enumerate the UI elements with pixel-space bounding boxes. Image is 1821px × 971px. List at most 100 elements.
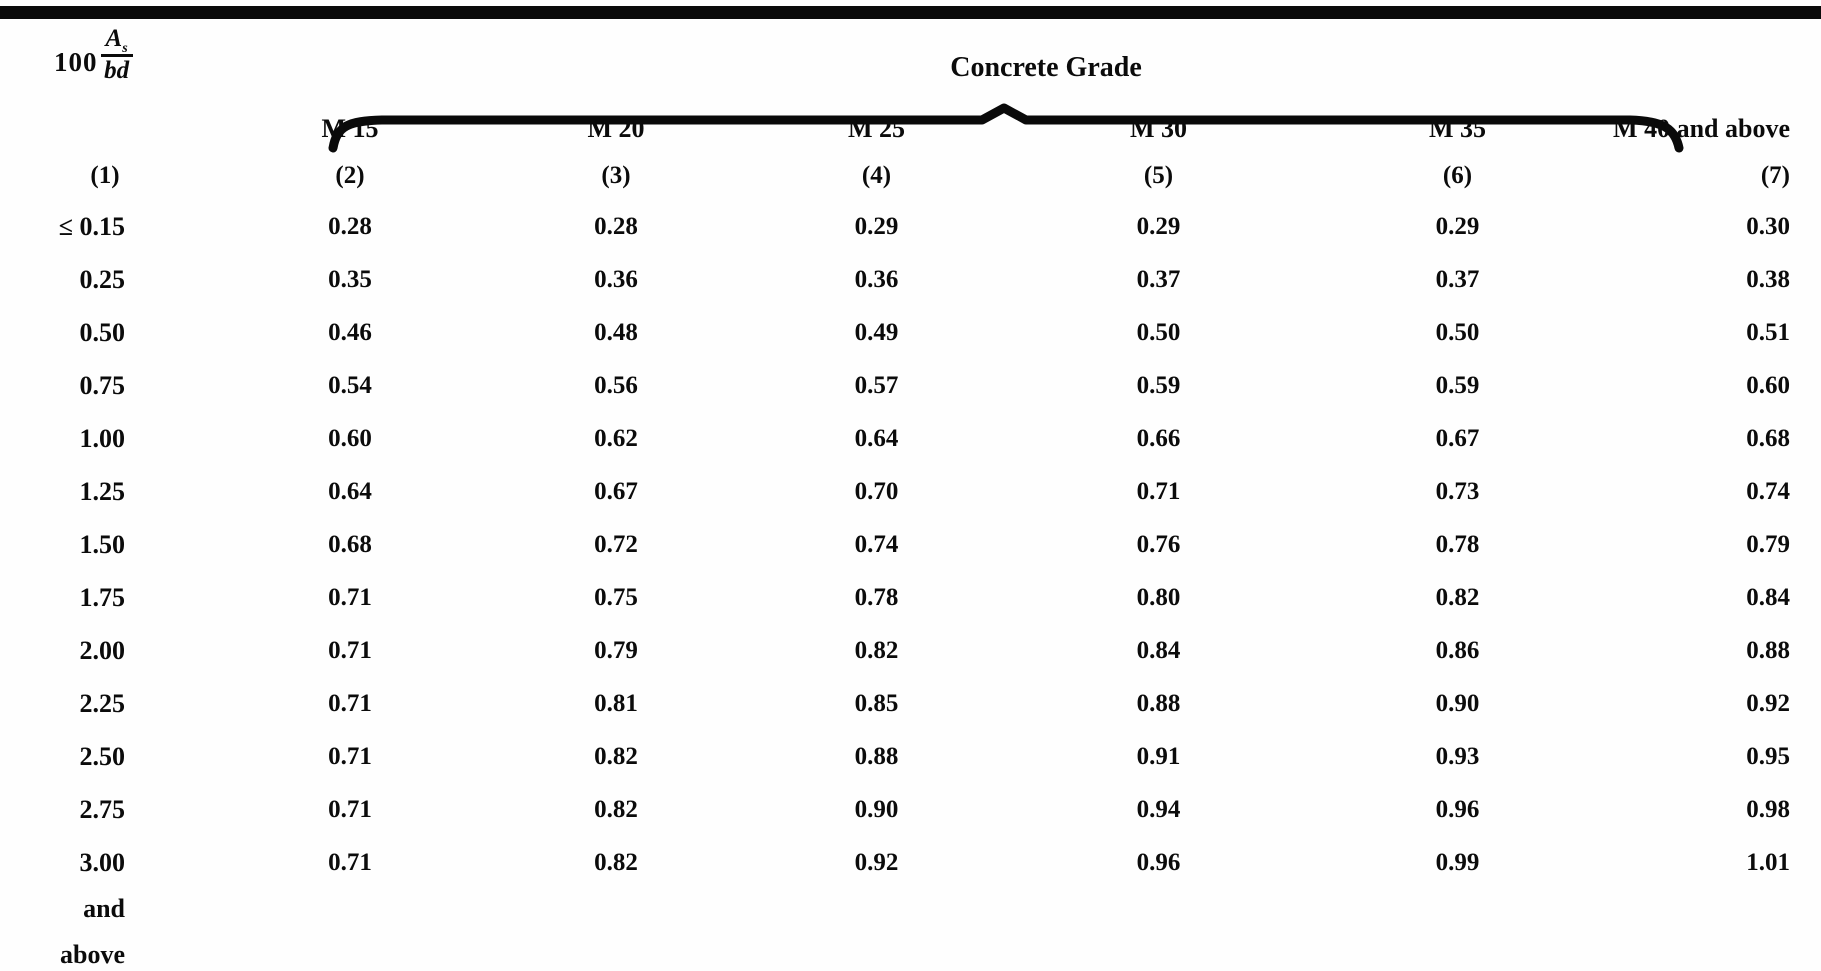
column-group-title: Concrete Grade [950,52,1142,83]
value-cell: 0.88 [1136,690,1181,717]
col-number-6: (6) [1442,162,1473,189]
table-row: 0.25 0.35 0.36 0.36 0.37 0.37 0.38 [0,253,1821,306]
table-row: 3.00 and above 0.71 0.82 0.92 0.96 0.99 1.01 [0,836,1821,971]
table-row: 0.50 0.46 0.48 0.49 0.50 0.50 0.51 [0,306,1821,359]
formula-coefficient: 100 [54,46,98,77]
value-cell: 0.38 [1746,266,1790,293]
row-label: 2.00 [79,636,126,665]
col-number-5: (5) [1143,162,1174,189]
row-label: 0.75 [79,371,126,400]
value-cell: 0.50 [1435,319,1480,346]
value-cell: 0.29 [1435,213,1480,240]
value-cell: 0.48 [594,319,638,346]
value-cell: 0.68 [1746,425,1790,452]
row-label: 1.25 [79,477,126,506]
value-cell: 0.88 [1746,637,1790,664]
table-row: 0.75 0.54 0.56 0.57 0.59 0.59 0.60 [0,359,1821,412]
value-cell: 0.84 [1746,584,1790,611]
value-cell: 0.92 [1746,690,1790,717]
value-cell: 0.71 [328,690,372,717]
value-cell: 0.81 [594,690,638,717]
table-row: 2.00 0.71 0.79 0.82 0.84 0.86 0.88 [0,624,1821,677]
value-cell: 0.57 [854,372,899,399]
value-cell: 0.79 [1746,531,1790,558]
table-top-rule [0,6,1821,19]
value-cell: 0.98 [1746,796,1790,823]
formula-denominator: bd [104,57,130,84]
value-cell: 0.82 [594,849,638,876]
table-row: 1.50 0.68 0.72 0.74 0.76 0.78 0.79 [0,518,1821,571]
formula-numerator: As [100,26,133,57]
row-label: 1.75 [79,583,126,612]
value-cell: 0.37 [1435,266,1480,293]
column-group-brace [328,103,1684,153]
value-cell: 0.88 [854,743,899,770]
value-cell: 0.80 [1136,584,1181,611]
value-cell: 0.29 [1136,213,1181,240]
value-cell: 0.28 [594,213,638,240]
col-number-7: (7) [1760,162,1790,189]
value-cell: 0.73 [1435,478,1480,505]
value-cell: 0.36 [594,266,638,293]
value-cell: 0.68 [328,531,372,558]
value-cell: 0.29 [854,213,899,240]
col-number-4: (4) [861,162,892,189]
col-header-m25: M 25 [847,114,906,143]
formula-fraction: As bd [100,26,133,84]
value-cell: 0.62 [594,425,638,452]
row-label: 2.50 [79,742,126,771]
value-cell: 0.84 [1136,637,1181,664]
value-cell: 0.35 [328,266,372,293]
row-label: 2.75 [79,795,126,824]
value-cell: 0.82 [854,637,899,664]
col-header-m20: M 20 [587,114,645,143]
table-row: 1.00 0.60 0.62 0.64 0.66 0.67 0.68 [0,412,1821,465]
value-cell: 0.46 [328,319,372,346]
col-header-m15: M 15 [321,114,379,143]
value-cell: 0.99 [1435,849,1480,876]
value-cell: 0.78 [854,584,899,611]
value-cell: 0.37 [1136,266,1181,293]
grade-header-spacer [0,106,210,152]
value-cell: 0.51 [1746,319,1790,346]
value-cell: 0.71 [1136,478,1181,505]
col-number-1: (1) [90,162,120,189]
value-cell: 0.86 [1435,637,1480,664]
reinforcement-ratio-formula: 100 As bd [54,26,133,84]
design-shear-strength-table: M 15 M 20 M 25 M 30 M 35 M 40 and above … [0,106,1821,971]
value-cell: 0.28 [328,213,372,240]
row-label: ≤ 0.15 [58,212,125,241]
value-cell: 0.72 [594,531,638,558]
value-cell: 0.96 [1435,796,1480,823]
value-cell: 0.76 [1136,531,1181,558]
value-cell: 0.91 [1136,743,1181,770]
value-cell: 0.60 [328,425,372,452]
col-header-m35: M 35 [1428,114,1487,143]
row-label: 2.25 [79,689,126,718]
value-cell: 0.64 [328,478,372,505]
value-cell: 0.78 [1435,531,1480,558]
row-label: 0.25 [79,265,126,294]
value-cell: 0.49 [854,319,899,346]
value-cell: 0.75 [594,584,638,611]
value-cell: 0.82 [594,796,638,823]
value-cell: 0.67 [594,478,638,505]
value-cell: 0.90 [1435,690,1480,717]
table-row: 1.75 0.71 0.75 0.78 0.80 0.82 0.84 [0,571,1821,624]
value-cell: 0.82 [1435,584,1480,611]
row-label: 1.00 [79,424,126,453]
value-cell: 0.74 [1746,478,1790,505]
table-row: 2.50 0.71 0.82 0.88 0.91 0.93 0.95 [0,730,1821,783]
table-row: ≤ 0.15 0.28 0.28 0.29 0.29 0.29 0.30 [0,200,1821,253]
value-cell: 0.64 [854,425,899,452]
value-cell: 0.56 [594,372,638,399]
value-cell: 0.74 [854,531,899,558]
column-number-row: (1) (2) (3) (4) (5) (6) (7) [0,152,1821,200]
col-header-m40-and-above: M 40 and above [1613,114,1790,143]
value-cell: 0.67 [1435,425,1480,452]
value-cell: 0.94 [1136,796,1181,823]
value-cell: 0.82 [594,743,638,770]
row-label: 3.00 and above [60,848,125,969]
value-cell: 0.92 [854,849,899,876]
